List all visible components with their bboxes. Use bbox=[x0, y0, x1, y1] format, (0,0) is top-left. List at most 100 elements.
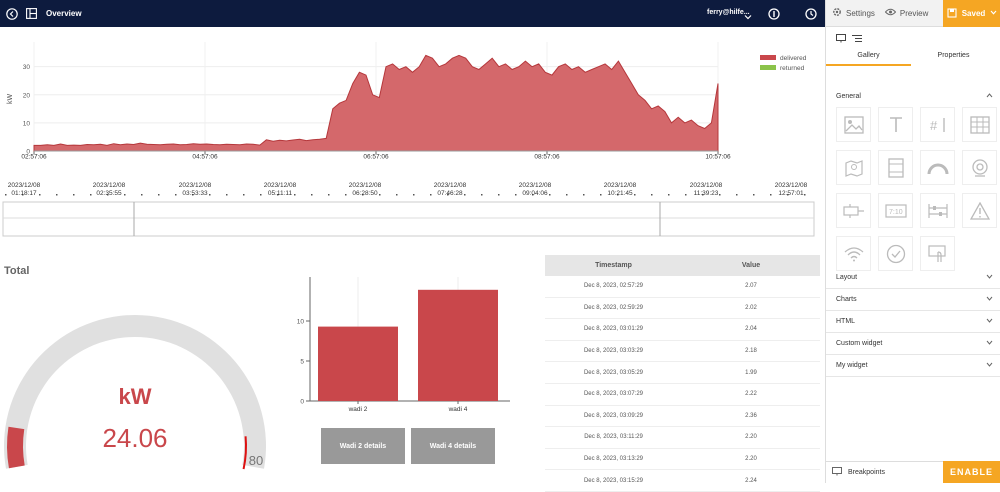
slider-widget-icon[interactable] bbox=[836, 193, 871, 228]
x-tick-label: wadi 2 bbox=[348, 406, 368, 413]
settings-label: Settings bbox=[846, 8, 875, 18]
navigator-tick bbox=[379, 194, 381, 196]
table-row[interactable]: Dec 8, 2023, 03:13:29 2.20 bbox=[545, 449, 820, 471]
navigator-tick bbox=[345, 194, 347, 196]
preview-label: Preview bbox=[899, 8, 929, 18]
navigator-tick bbox=[719, 194, 721, 196]
section-charts[interactable]: Charts bbox=[826, 289, 1000, 311]
eye-icon bbox=[884, 8, 897, 18]
text-widget-icon[interactable] bbox=[878, 107, 913, 142]
section-general[interactable]: General bbox=[826, 85, 1000, 107]
navigator-date-label: 2023/12/08 11:39:23 bbox=[689, 182, 723, 197]
navigator-tick bbox=[175, 194, 177, 196]
wadi-4-details-button[interactable]: Wadi 4 details bbox=[411, 428, 495, 464]
table-row[interactable]: Dec 8, 2023, 03:11:29 2.20 bbox=[545, 427, 820, 449]
chevron-down-icon bbox=[986, 340, 993, 347]
navigator-tick bbox=[192, 194, 194, 196]
table-row[interactable]: Dec 8, 2023, 02:57:29 2.07 bbox=[545, 276, 820, 298]
svg-text:7:10: 7:10 bbox=[889, 209, 903, 216]
navigator-tick bbox=[413, 194, 415, 196]
tab-gallery[interactable]: Gallery bbox=[826, 48, 911, 66]
clock-icon[interactable] bbox=[805, 7, 817, 25]
table-row[interactable]: Dec 8, 2023, 03:09:29 2.36 bbox=[545, 406, 820, 428]
cell-value: 2.20 bbox=[745, 456, 757, 463]
section-custom-widget[interactable]: Custom widget bbox=[826, 333, 1000, 355]
breakpoints-label[interactable]: Breakpoints bbox=[848, 469, 885, 476]
section-html[interactable]: HTML bbox=[826, 311, 1000, 333]
table-row[interactable]: Dec 8, 2023, 03:01:29 2.04 bbox=[545, 319, 820, 341]
navigator-tick bbox=[464, 194, 466, 196]
back-icon[interactable] bbox=[5, 7, 19, 21]
y-tick-label: 0 bbox=[300, 399, 304, 406]
navigator-tick bbox=[787, 194, 789, 196]
table-row[interactable]: Dec 8, 2023, 03:07:29 2.22 bbox=[545, 384, 820, 406]
gauge-value: 24.06 bbox=[102, 423, 167, 453]
table-widget-icon[interactable] bbox=[962, 107, 997, 142]
table-header: Timestamp Value bbox=[545, 255, 820, 276]
touch-widget-icon[interactable] bbox=[920, 236, 955, 271]
navigator-tick bbox=[311, 194, 313, 196]
cell-value: 2.02 bbox=[745, 304, 757, 311]
chevron-down-icon bbox=[986, 318, 993, 325]
user-menu[interactable]: ferry@hilfe... bbox=[707, 9, 750, 16]
camera-widget-icon[interactable] bbox=[962, 150, 997, 185]
navigator-tick bbox=[56, 194, 58, 196]
settings-button[interactable]: Settings bbox=[832, 7, 875, 19]
navigator-tick bbox=[481, 194, 483, 196]
image-widget-icon[interactable] bbox=[836, 107, 871, 142]
x-tick-label: 10:57:06 bbox=[705, 154, 731, 161]
breakpoints-icon[interactable] bbox=[832, 467, 842, 478]
table-row[interactable]: Dec 8, 2023, 02:59:29 2.02 bbox=[545, 298, 820, 320]
cell-timestamp: Dec 8, 2023, 03:11:29 bbox=[584, 434, 643, 441]
enable-button[interactable]: ENABLE bbox=[943, 461, 1000, 483]
navigator-date-label: 2023/12/08 02:35:55 bbox=[92, 182, 126, 197]
layout-icon[interactable] bbox=[24, 7, 38, 21]
navigator-date-label: 2023/12/08 12:57:01 bbox=[774, 182, 808, 197]
list-icon[interactable] bbox=[852, 30, 862, 48]
table-row[interactable]: Dec 8, 2023, 03:05:29 1.99 bbox=[545, 362, 820, 384]
bar-wadi-4 bbox=[418, 289, 498, 401]
navigator bbox=[2, 201, 815, 237]
column-header-value[interactable]: Value bbox=[741, 262, 761, 269]
map-widget-icon[interactable] bbox=[836, 150, 871, 185]
number-widget-icon[interactable]: # bbox=[920, 107, 955, 142]
chevron-down-icon[interactable] bbox=[744, 8, 752, 26]
counter-widget-icon[interactable] bbox=[920, 193, 955, 228]
section-my-widget[interactable]: My widget bbox=[826, 355, 1000, 377]
navigator-tick bbox=[294, 194, 296, 196]
table-row[interactable]: Dec 8, 2023, 03:15:29 2.24 bbox=[545, 470, 820, 492]
warning-widget-icon[interactable] bbox=[962, 193, 997, 228]
gear-icon bbox=[832, 7, 842, 19]
info-icon[interactable] bbox=[768, 7, 780, 25]
gauge-track bbox=[4, 315, 267, 469]
time-widget-icon[interactable]: 7:10 bbox=[878, 193, 913, 228]
section-layout[interactable]: Layout bbox=[826, 267, 1000, 289]
column-header-timestamp[interactable]: Timestamp bbox=[595, 262, 632, 269]
navigator-tick bbox=[651, 194, 653, 196]
saved-button[interactable]: Saved bbox=[943, 0, 1000, 27]
top-bar: Overview ferry@hilfe... bbox=[0, 0, 825, 27]
series-delivered-area bbox=[33, 54, 719, 152]
gauge-widget-icon[interactable] bbox=[920, 150, 955, 185]
navigator-tick bbox=[736, 194, 738, 196]
navigator-tick bbox=[634, 194, 636, 196]
navigator-tick bbox=[685, 194, 687, 196]
wadi-2-details-button[interactable]: Wadi 2 details bbox=[321, 428, 405, 464]
preview-button[interactable]: Preview bbox=[884, 8, 929, 18]
monitor-icon[interactable] bbox=[836, 30, 846, 48]
navigator-tick bbox=[107, 194, 109, 196]
navigator-tick bbox=[702, 194, 704, 196]
x-tick-label: 02:57:06 bbox=[21, 154, 47, 161]
check-widget-icon[interactable] bbox=[878, 236, 913, 271]
cell-value: 2.20 bbox=[745, 434, 757, 441]
chevron-down-icon bbox=[990, 9, 997, 18]
table-row[interactable]: Dec 8, 2023, 03:03:29 2.18 bbox=[545, 341, 820, 363]
cell-timestamp: Dec 8, 2023, 03:03:29 bbox=[583, 348, 644, 355]
y-tick-label: 10 bbox=[23, 120, 31, 127]
cell-timestamp: Dec 8, 2023, 03:13:29 bbox=[583, 456, 644, 463]
cell-value: 2.04 bbox=[745, 326, 757, 333]
navigator-date-label: 2023/12/08 10:21:45 bbox=[603, 182, 637, 197]
frame-widget-icon[interactable] bbox=[878, 150, 913, 185]
tab-properties[interactable]: Properties bbox=[937, 52, 970, 59]
wifi-widget-icon[interactable] bbox=[836, 236, 871, 271]
